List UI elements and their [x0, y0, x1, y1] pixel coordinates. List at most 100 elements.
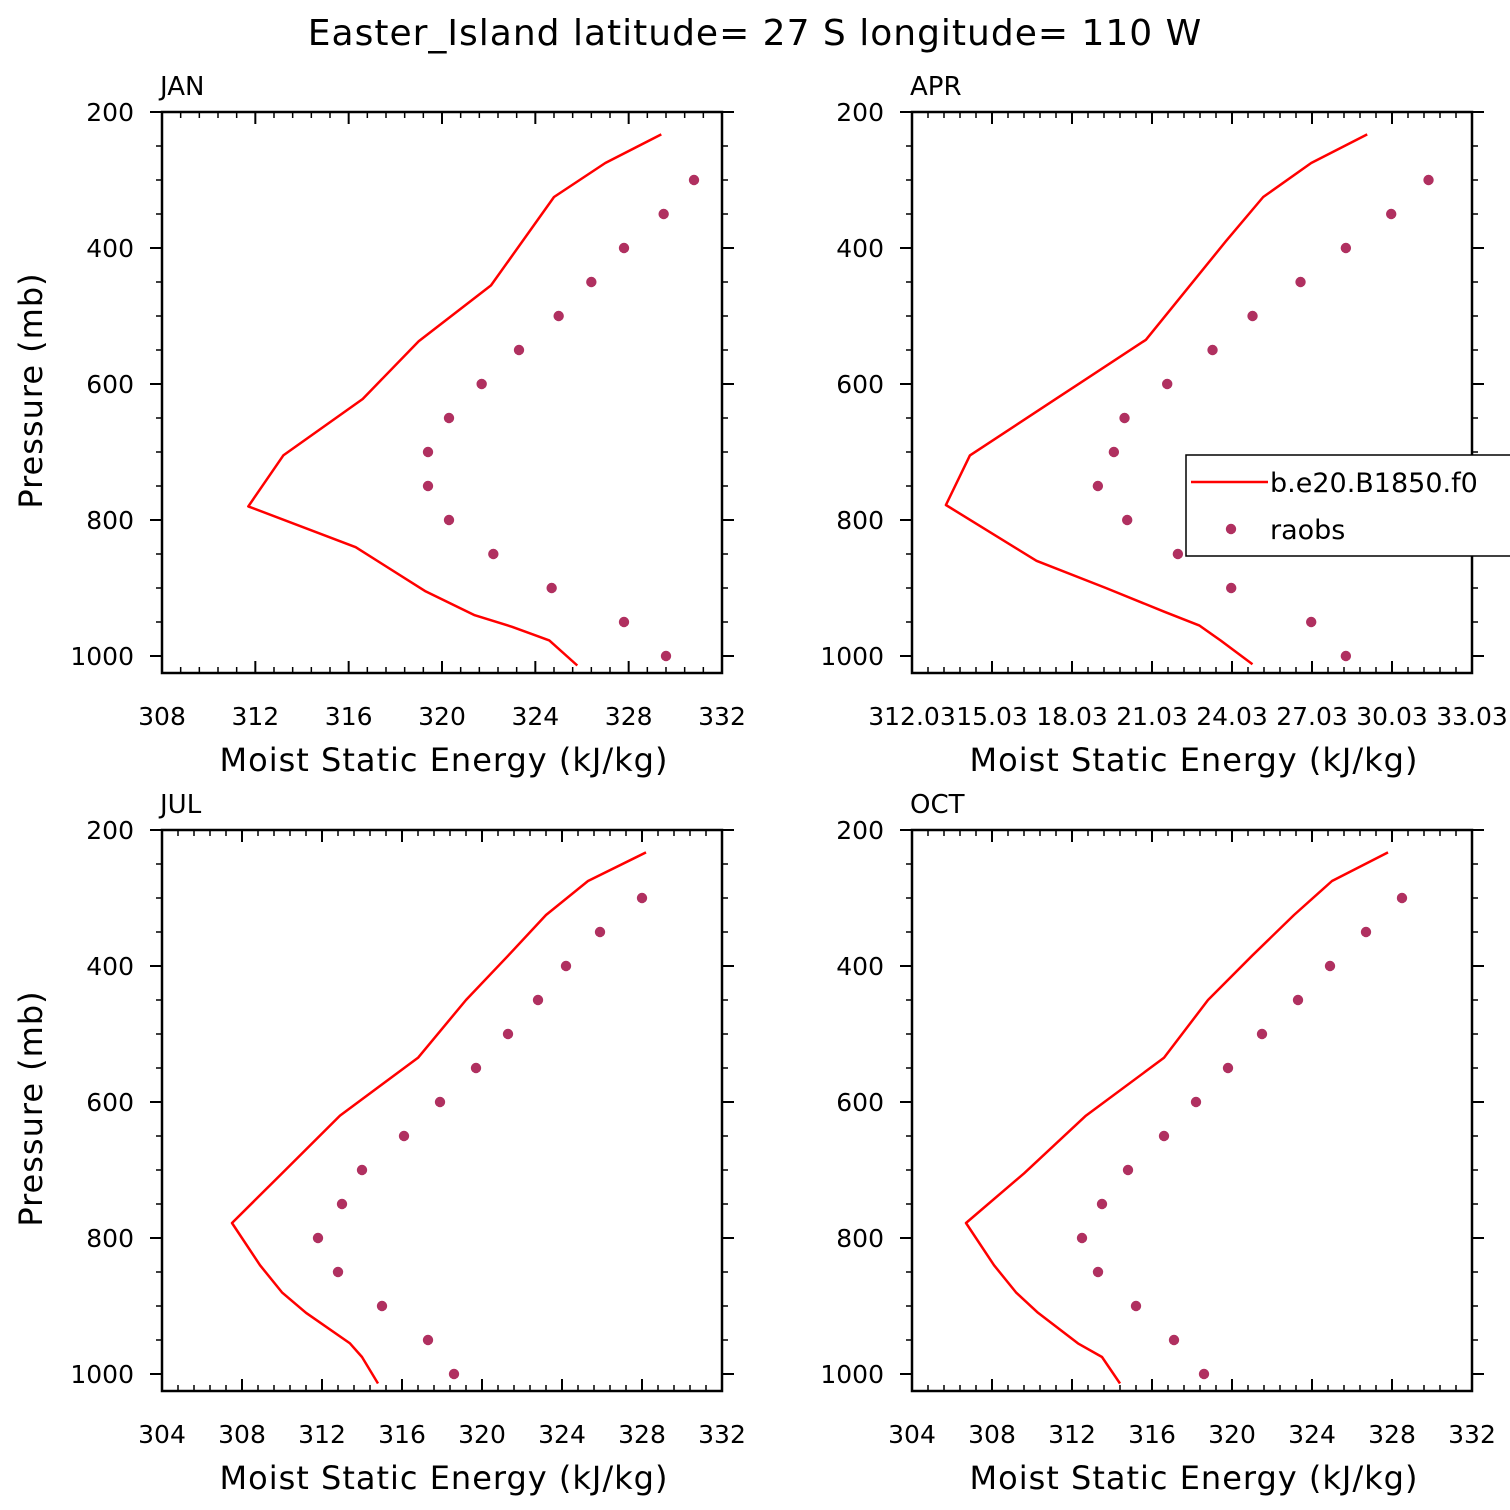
x-tick-label: 316	[1128, 1420, 1176, 1449]
y-axis-label: Pressure (mb)	[12, 990, 50, 1226]
x-tick-label: 308	[218, 1420, 266, 1449]
x-axis-label: Moist Static Energy (kJ/kg)	[220, 741, 669, 779]
plot-area	[247, 133, 700, 667]
y-tick-label: 800	[86, 506, 134, 535]
plot-frame	[160, 828, 724, 1393]
raobs-point	[1386, 208, 1397, 220]
x-tick-label: 21.03	[1116, 702, 1188, 731]
raobs-point	[470, 1062, 482, 1074]
y-tick-label: 400	[86, 234, 134, 263]
raobs-point	[594, 926, 606, 938]
y-tick-label: 600	[836, 1088, 884, 1117]
raobs-point	[476, 378, 487, 390]
x-tick-label: 332	[698, 1420, 746, 1449]
x-tick-label: 24.03	[1196, 702, 1268, 731]
plot-area	[230, 851, 648, 1385]
x-tick-label: 18.03	[1036, 702, 1108, 731]
panel-jan: JAN 308 312 316 320 324 328 332 200 400 600 800 1000…	[12, 72, 746, 779]
x-tick-label: 316	[378, 1420, 426, 1449]
y-tick-label: 600	[836, 370, 884, 399]
raobs-point	[1256, 1028, 1268, 1040]
raobs-point	[1198, 1368, 1210, 1380]
figure-title: Easter_Island latitude= 27 S longitude= …	[308, 13, 1202, 54]
plot-area	[944, 133, 1434, 666]
legend-label-model: b.e20.B1850.f0	[1270, 468, 1478, 499]
raobs-point	[688, 174, 700, 186]
x-tick-label: 304	[888, 1420, 936, 1449]
raobs-point	[1092, 1266, 1104, 1278]
raobs-point	[1158, 1130, 1170, 1142]
legend-box	[1185, 454, 1510, 557]
plot-area	[964, 851, 1408, 1385]
raobs-point	[532, 994, 544, 1006]
raobs-point	[586, 276, 597, 288]
raobs-point	[1190, 1096, 1202, 1108]
y-tick-label: 800	[86, 1224, 134, 1253]
panels: JAN 308 312 316 320 324 328 332 200 400 600 800 1000…	[12, 72, 1510, 1497]
y-tick-label: 600	[86, 1088, 134, 1117]
raobs-point	[1172, 548, 1184, 560]
raobs-point	[488, 548, 499, 560]
x-tick-label: 30.03	[1356, 702, 1428, 731]
raobs-point	[1122, 1164, 1134, 1176]
raobs-point	[1119, 412, 1130, 424]
x-tick-label: 328	[618, 1420, 666, 1449]
x-tick-label: 15.03	[956, 702, 1028, 731]
raobs-point	[376, 1300, 388, 1312]
raobs-point	[448, 1368, 460, 1380]
raobs-point	[1130, 1300, 1142, 1312]
raobs-point	[636, 892, 648, 904]
y-tick-label: 400	[836, 234, 884, 263]
raobs-point	[434, 1096, 446, 1108]
y-tick-label: 1000	[70, 642, 134, 671]
raobs-point	[1226, 582, 1237, 594]
raobs-point	[1306, 616, 1317, 628]
x-tick-label: 312	[231, 702, 279, 731]
x-tick-label: 320	[1208, 1420, 1256, 1449]
y-axis-label: Pressure (mb)	[12, 272, 50, 508]
raobs-point	[1360, 926, 1372, 938]
y-tick-label: 200	[86, 98, 134, 127]
y-tick-label: 800	[836, 506, 884, 535]
model-series-line	[964, 851, 1389, 1385]
y-tick-label: 800	[836, 1224, 884, 1253]
raobs-point	[398, 1130, 410, 1142]
y-tick-label: 1000	[70, 1360, 134, 1389]
y-tick-label: 200	[836, 98, 884, 127]
x-tick-label: 328	[1368, 1420, 1416, 1449]
raobs-point	[1292, 994, 1304, 1006]
panel-title: APR	[910, 72, 962, 102]
x-tick-label: 312.03	[868, 702, 955, 731]
panel-oct: OCT 304 308 312 316 320 324 328 332 200 400 600 800 1…	[820, 790, 1495, 1497]
raobs-point	[1122, 514, 1133, 526]
legend-label-raobs: raobs	[1270, 515, 1345, 546]
raobs-point	[422, 1334, 434, 1346]
raobs-point	[513, 344, 525, 356]
plot-frame	[910, 828, 1474, 1393]
raobs-point	[1340, 242, 1352, 254]
raobs-point	[1423, 174, 1434, 186]
x-tick-label: 33.03	[1436, 702, 1508, 731]
raobs-point	[1396, 892, 1408, 904]
model-series-line	[230, 851, 647, 1385]
x-axis-label: Moist Static Energy (kJ/kg)	[970, 1459, 1419, 1497]
x-tick-label: 308	[138, 702, 186, 731]
x-axis-label: Moist Static Energy (kJ/kg)	[220, 1459, 669, 1497]
y-tick-label: 400	[836, 952, 884, 981]
raobs-point	[660, 650, 672, 662]
panel-title: OCT	[910, 790, 965, 820]
x-axis-label: Moist Static Energy (kJ/kg)	[970, 741, 1419, 779]
y-tick-label: 200	[86, 816, 134, 845]
x-tick-label: 308	[968, 1420, 1016, 1449]
raobs-point	[1108, 446, 1120, 458]
raobs-point	[356, 1164, 368, 1176]
panel-jul: JUL 304 308 312 316 320 324 328 332 200 400 600 800 1…	[12, 790, 746, 1497]
panel-title: JAN	[158, 72, 204, 102]
raobs-point	[336, 1198, 348, 1210]
raobs-point	[443, 514, 455, 526]
panel-title: JUL	[158, 790, 202, 820]
raobs-point	[422, 480, 434, 492]
legend-marker-swatch	[1225, 523, 1237, 535]
